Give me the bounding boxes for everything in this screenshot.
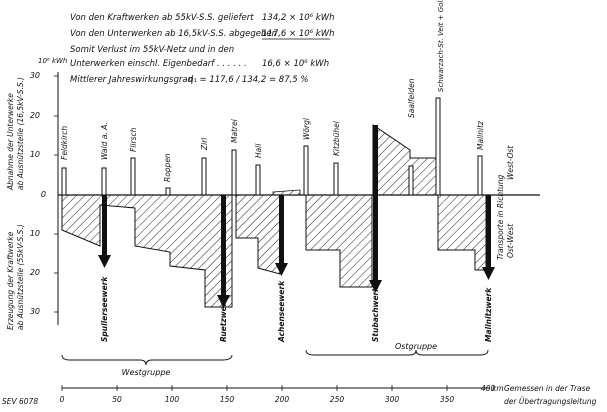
substation-bar	[303, 145, 309, 196]
x-tick-250: 250	[330, 395, 345, 404]
tick-up-20: 20	[30, 111, 40, 120]
x-axis: 0 50 100 150 200 250 300 350 400 km Geme…	[60, 384, 597, 406]
x-tick-50: 50	[112, 395, 122, 404]
upper-hatched-transport-area	[372, 124, 439, 196]
substation-bar	[101, 167, 107, 196]
header-line4-label: Mittlerer Jahreswirkungsgrad	[70, 75, 194, 85]
figure-code: SEV 6078	[2, 397, 38, 406]
x-unit-km: km	[492, 384, 504, 393]
substation-label-flirsch: Flirsch	[129, 127, 138, 152]
tick-down-10: 10	[30, 229, 40, 238]
left-lower-label-b: ab Ausnützstelle (55kV-S.S.)	[16, 224, 25, 330]
substation-bars	[61, 97, 483, 196]
substation-bar	[255, 164, 261, 196]
plant-arrow-stubach	[373, 125, 378, 280]
substation-label-roppen: Roppen	[163, 153, 172, 182]
x-tick-100: 100	[165, 395, 180, 404]
plant-label-achensee: Achenseewerk	[277, 280, 286, 343]
right-label-ost-west: Ost-West	[506, 223, 515, 258]
substation-label-schwarzach: Schwarzach-St. Veit + Golling	[437, 0, 445, 92]
substation-label-mallnitz: Mallnitz	[476, 120, 485, 150]
substation-label-kitzbuehel: Kitzbühel	[332, 120, 341, 156]
header-line1-label: Von den Kraftwerken ab 55kV-S.S. geliefe…	[70, 13, 254, 23]
ostgruppe-label: Ostgruppe	[395, 342, 437, 351]
substation-bar	[231, 149, 237, 196]
x-axis-label-a: Gemessen in der Trase	[504, 384, 591, 393]
group-brackets: Westgruppe Ostgruppe	[61, 342, 489, 377]
tick-down-30: 30	[30, 307, 40, 316]
left-upper-label-b: ab Ausnützstelle (16,5kV-S.S.)	[16, 77, 25, 190]
substation-bar	[61, 167, 67, 196]
x-tick-350: 350	[440, 395, 455, 404]
substation-label-saalfelden: Saalfelden	[407, 78, 416, 118]
plant-label-spullersee: Spullerseewerk	[100, 276, 109, 342]
x-axis-label-b: der Übertragungsleitung	[504, 397, 597, 406]
x-tick-200: 200	[275, 395, 290, 404]
substation-bar	[408, 165, 414, 196]
right-axis-labels: Transporte in Richtung West-Ost Ost-West	[496, 145, 515, 260]
header-line3b: Unterwerken einschl. Eigenbedarf . . . .…	[70, 59, 247, 69]
x-tick-150: 150	[220, 395, 235, 404]
right-label-transporte: Transporte in Richtung	[496, 174, 505, 260]
plant-arrow-mallnitz	[486, 195, 491, 267]
power-plant-labels: Spullerseewerk Ruetzwerk Achenseewerk St…	[100, 276, 493, 343]
x-tick-400: 400	[481, 384, 496, 393]
x-tick-300: 300	[385, 395, 400, 404]
substation-bar	[130, 157, 136, 196]
plant-arrow-achensee	[279, 195, 284, 263]
westgruppe-label: Westgruppe	[122, 368, 171, 377]
substation-bar	[165, 187, 171, 196]
header-line2-label: Von den Unterwerken ab 16,5kV-S.S. abgeg…	[70, 29, 277, 39]
plant-arrow-ruetz	[221, 195, 226, 295]
substation-bar	[201, 157, 207, 196]
substation-label-hall: Hall	[254, 143, 263, 158]
left-lower-label-a: Erzeugung der Kraftwerke	[6, 231, 15, 330]
substation-label-woergl: Wörgl	[302, 117, 311, 140]
westgruppe-bracket	[61, 354, 233, 366]
header-line3a: Somit Verlust im 55kV-Netz und in den	[70, 45, 234, 55]
tick-zero: 0	[41, 190, 46, 199]
substation-labels: Feldkirch Wald a. A. Flirsch Roppen Zirl…	[60, 0, 485, 182]
upper-small-hatched-wörgl	[272, 189, 301, 196]
substation-label-matrei: Matrei	[230, 118, 239, 143]
substation-bar	[477, 155, 483, 196]
plant-arrow-spullersee	[102, 195, 107, 255]
left-axis-unit: 10⁶ kWh	[38, 57, 67, 65]
substation-label-feldkirch: Feldkirch	[60, 126, 69, 160]
substation-bar	[435, 97, 441, 196]
substation-bar	[333, 162, 339, 196]
header-block: Von den Kraftwerken ab 55kV-S.S. geliefe…	[70, 13, 335, 85]
header-line4-formula: η₁ = 117,6 / 134,2 = 87,5 %	[188, 75, 309, 85]
ostgruppe-bracket	[305, 349, 489, 356]
plant-label-mallnitz: Mallnitzwerk	[484, 287, 493, 342]
header-line2-value: 117,6 × 10⁶ kWh	[262, 29, 335, 39]
tick-up-10: 10	[30, 150, 40, 159]
substation-label-zirl: Zirl	[200, 137, 209, 151]
power-plant-arrows	[98, 125, 495, 308]
left-axis: 10⁶ kWh 30 20 10 0 10 20 30 Abnahme der …	[6, 57, 67, 330]
lower-hatched-areas	[61, 194, 487, 308]
tick-up-30: 30	[30, 71, 40, 80]
plant-label-ruetz: Ruetzwerk	[219, 297, 228, 342]
header-line3-value: 16,6 × 10⁶ kWh	[262, 59, 329, 69]
plant-label-stubach: Stubachwerk	[371, 286, 380, 342]
substation-label-wald: Wald a. A.	[100, 122, 109, 160]
x-tick-0: 0	[60, 395, 65, 404]
left-upper-label-a: Abnahme der Unterwerke	[6, 93, 15, 191]
tick-down-20: 20	[30, 268, 40, 277]
header-line1-value: 134,2 × 10⁶ kWh	[262, 13, 335, 23]
right-label-west-ost: West-Ost	[506, 145, 515, 180]
